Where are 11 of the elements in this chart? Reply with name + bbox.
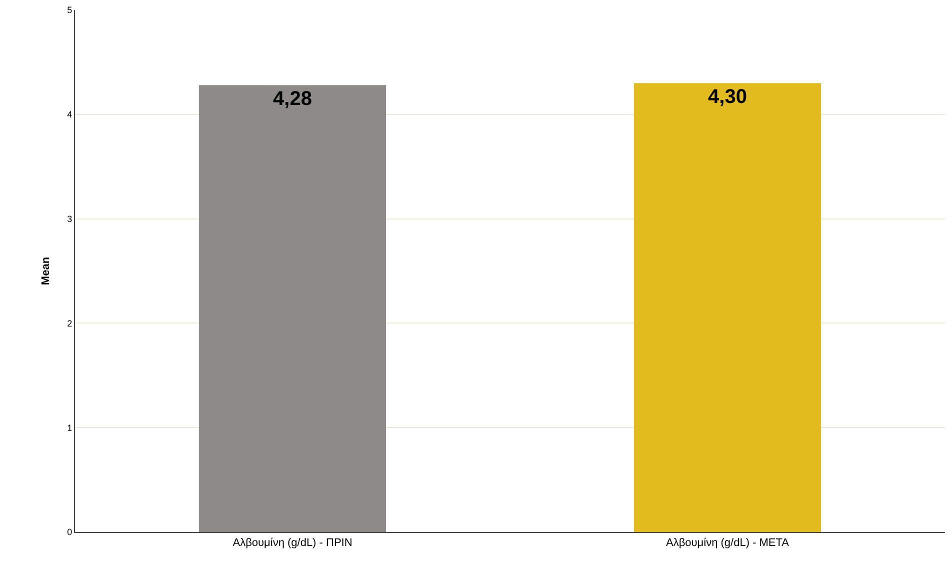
data-label: 4,28 (273, 88, 312, 110)
y-axis-title: Mean (40, 256, 52, 286)
y-tick-label: 4 (67, 110, 72, 120)
y-tick-label: 3 (67, 214, 72, 224)
y-tick-label: 2 (67, 318, 72, 328)
y-tick-label: 5 (67, 5, 72, 16)
y-tick-label: 0 (67, 527, 72, 538)
data-label: 4,30 (708, 86, 747, 108)
x-tick-label: Αλβουμίνη (g/dL) - ΠΡΙΝ (232, 537, 352, 550)
y-tick-label: 1 (67, 422, 72, 433)
x-tick-label: Αλβουμίνη (g/dL) - ΜΕΤΑ (666, 537, 790, 550)
